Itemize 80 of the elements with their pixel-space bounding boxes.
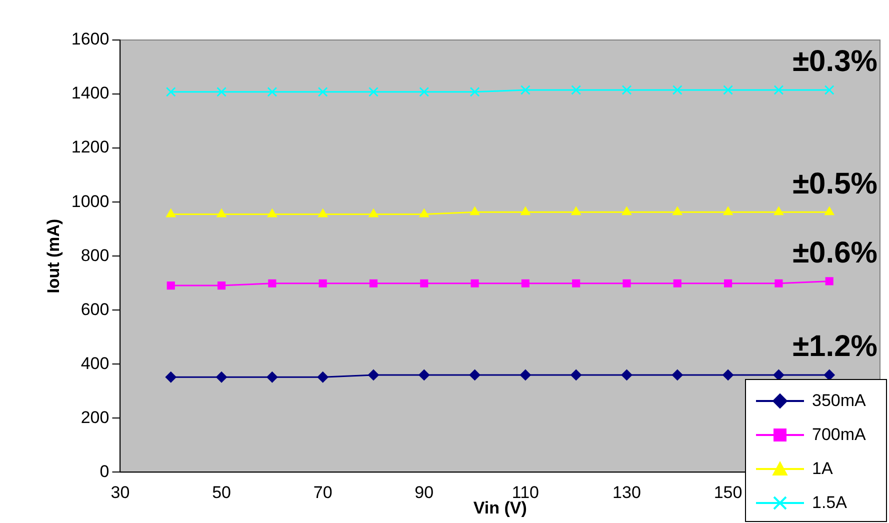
point (824, 84, 834, 95)
point (267, 208, 278, 218)
point (824, 206, 834, 216)
y-axis-title: Iout (mA) (44, 218, 63, 294)
point (418, 369, 430, 380)
point (825, 277, 834, 286)
point (166, 208, 176, 218)
point (773, 369, 784, 380)
point (824, 369, 835, 380)
point (469, 369, 480, 380)
point (622, 279, 631, 288)
point (216, 372, 228, 383)
x-tick-label: 130 (612, 483, 641, 502)
point (165, 372, 176, 383)
point (266, 372, 278, 383)
x-tick-label: 30 (110, 483, 130, 502)
point (470, 206, 480, 216)
point (368, 369, 379, 380)
point (318, 208, 328, 218)
point (570, 369, 582, 380)
point (521, 279, 530, 288)
y-tick-label: 1000 (71, 192, 110, 211)
point (673, 279, 682, 288)
point (368, 86, 378, 97)
point (268, 279, 276, 288)
y-tick-label: 1600 (71, 30, 110, 49)
point (216, 208, 226, 218)
point (419, 208, 429, 218)
legend-label: 700mA (812, 425, 866, 445)
annotation: ±0.5% (792, 167, 878, 200)
point (368, 208, 378, 218)
point (774, 279, 783, 288)
point (267, 86, 278, 97)
point (520, 84, 530, 95)
point (621, 369, 632, 380)
point (419, 86, 430, 97)
y-tick-label: 200 (80, 408, 110, 427)
point (317, 372, 328, 383)
point (216, 86, 227, 97)
point (520, 369, 531, 380)
y-tick-label: 1400 (71, 84, 110, 103)
y-tick-label: 1200 (71, 138, 110, 157)
point (420, 279, 428, 288)
point (470, 86, 480, 97)
x-tick-label: 50 (212, 483, 231, 502)
point (217, 282, 226, 290)
x-tick-label: 90 (414, 483, 434, 502)
point (672, 84, 682, 95)
y-tick-label: 600 (80, 300, 110, 319)
point (572, 279, 580, 288)
point (166, 86, 176, 97)
y-tick-label: 0 (100, 462, 110, 481)
point (672, 206, 682, 216)
annotation: ±1.2% (792, 330, 878, 364)
point (722, 369, 734, 380)
y-tick-label: 400 (80, 354, 110, 373)
point (724, 279, 732, 288)
point (318, 86, 328, 97)
point (318, 279, 327, 288)
legend-label: 350mA (812, 391, 866, 411)
point (520, 206, 530, 216)
point (622, 84, 632, 95)
x-tick-label: 70 (313, 483, 332, 502)
annotation: ±0.3% (792, 45, 878, 78)
legend-label: 1.5A (812, 493, 847, 513)
point (723, 84, 734, 95)
point (723, 206, 733, 216)
point (166, 282, 175, 290)
point (571, 84, 582, 95)
point (672, 369, 683, 380)
point (622, 206, 632, 216)
point (369, 279, 378, 288)
point (774, 84, 784, 95)
x-tick-label: 150 (714, 483, 742, 502)
point (470, 279, 479, 288)
point (571, 206, 581, 216)
point (774, 206, 784, 216)
legend-label: 1A (812, 459, 833, 479)
annotation: ±0.6% (792, 236, 878, 270)
y-tick-label: 800 (80, 246, 110, 265)
